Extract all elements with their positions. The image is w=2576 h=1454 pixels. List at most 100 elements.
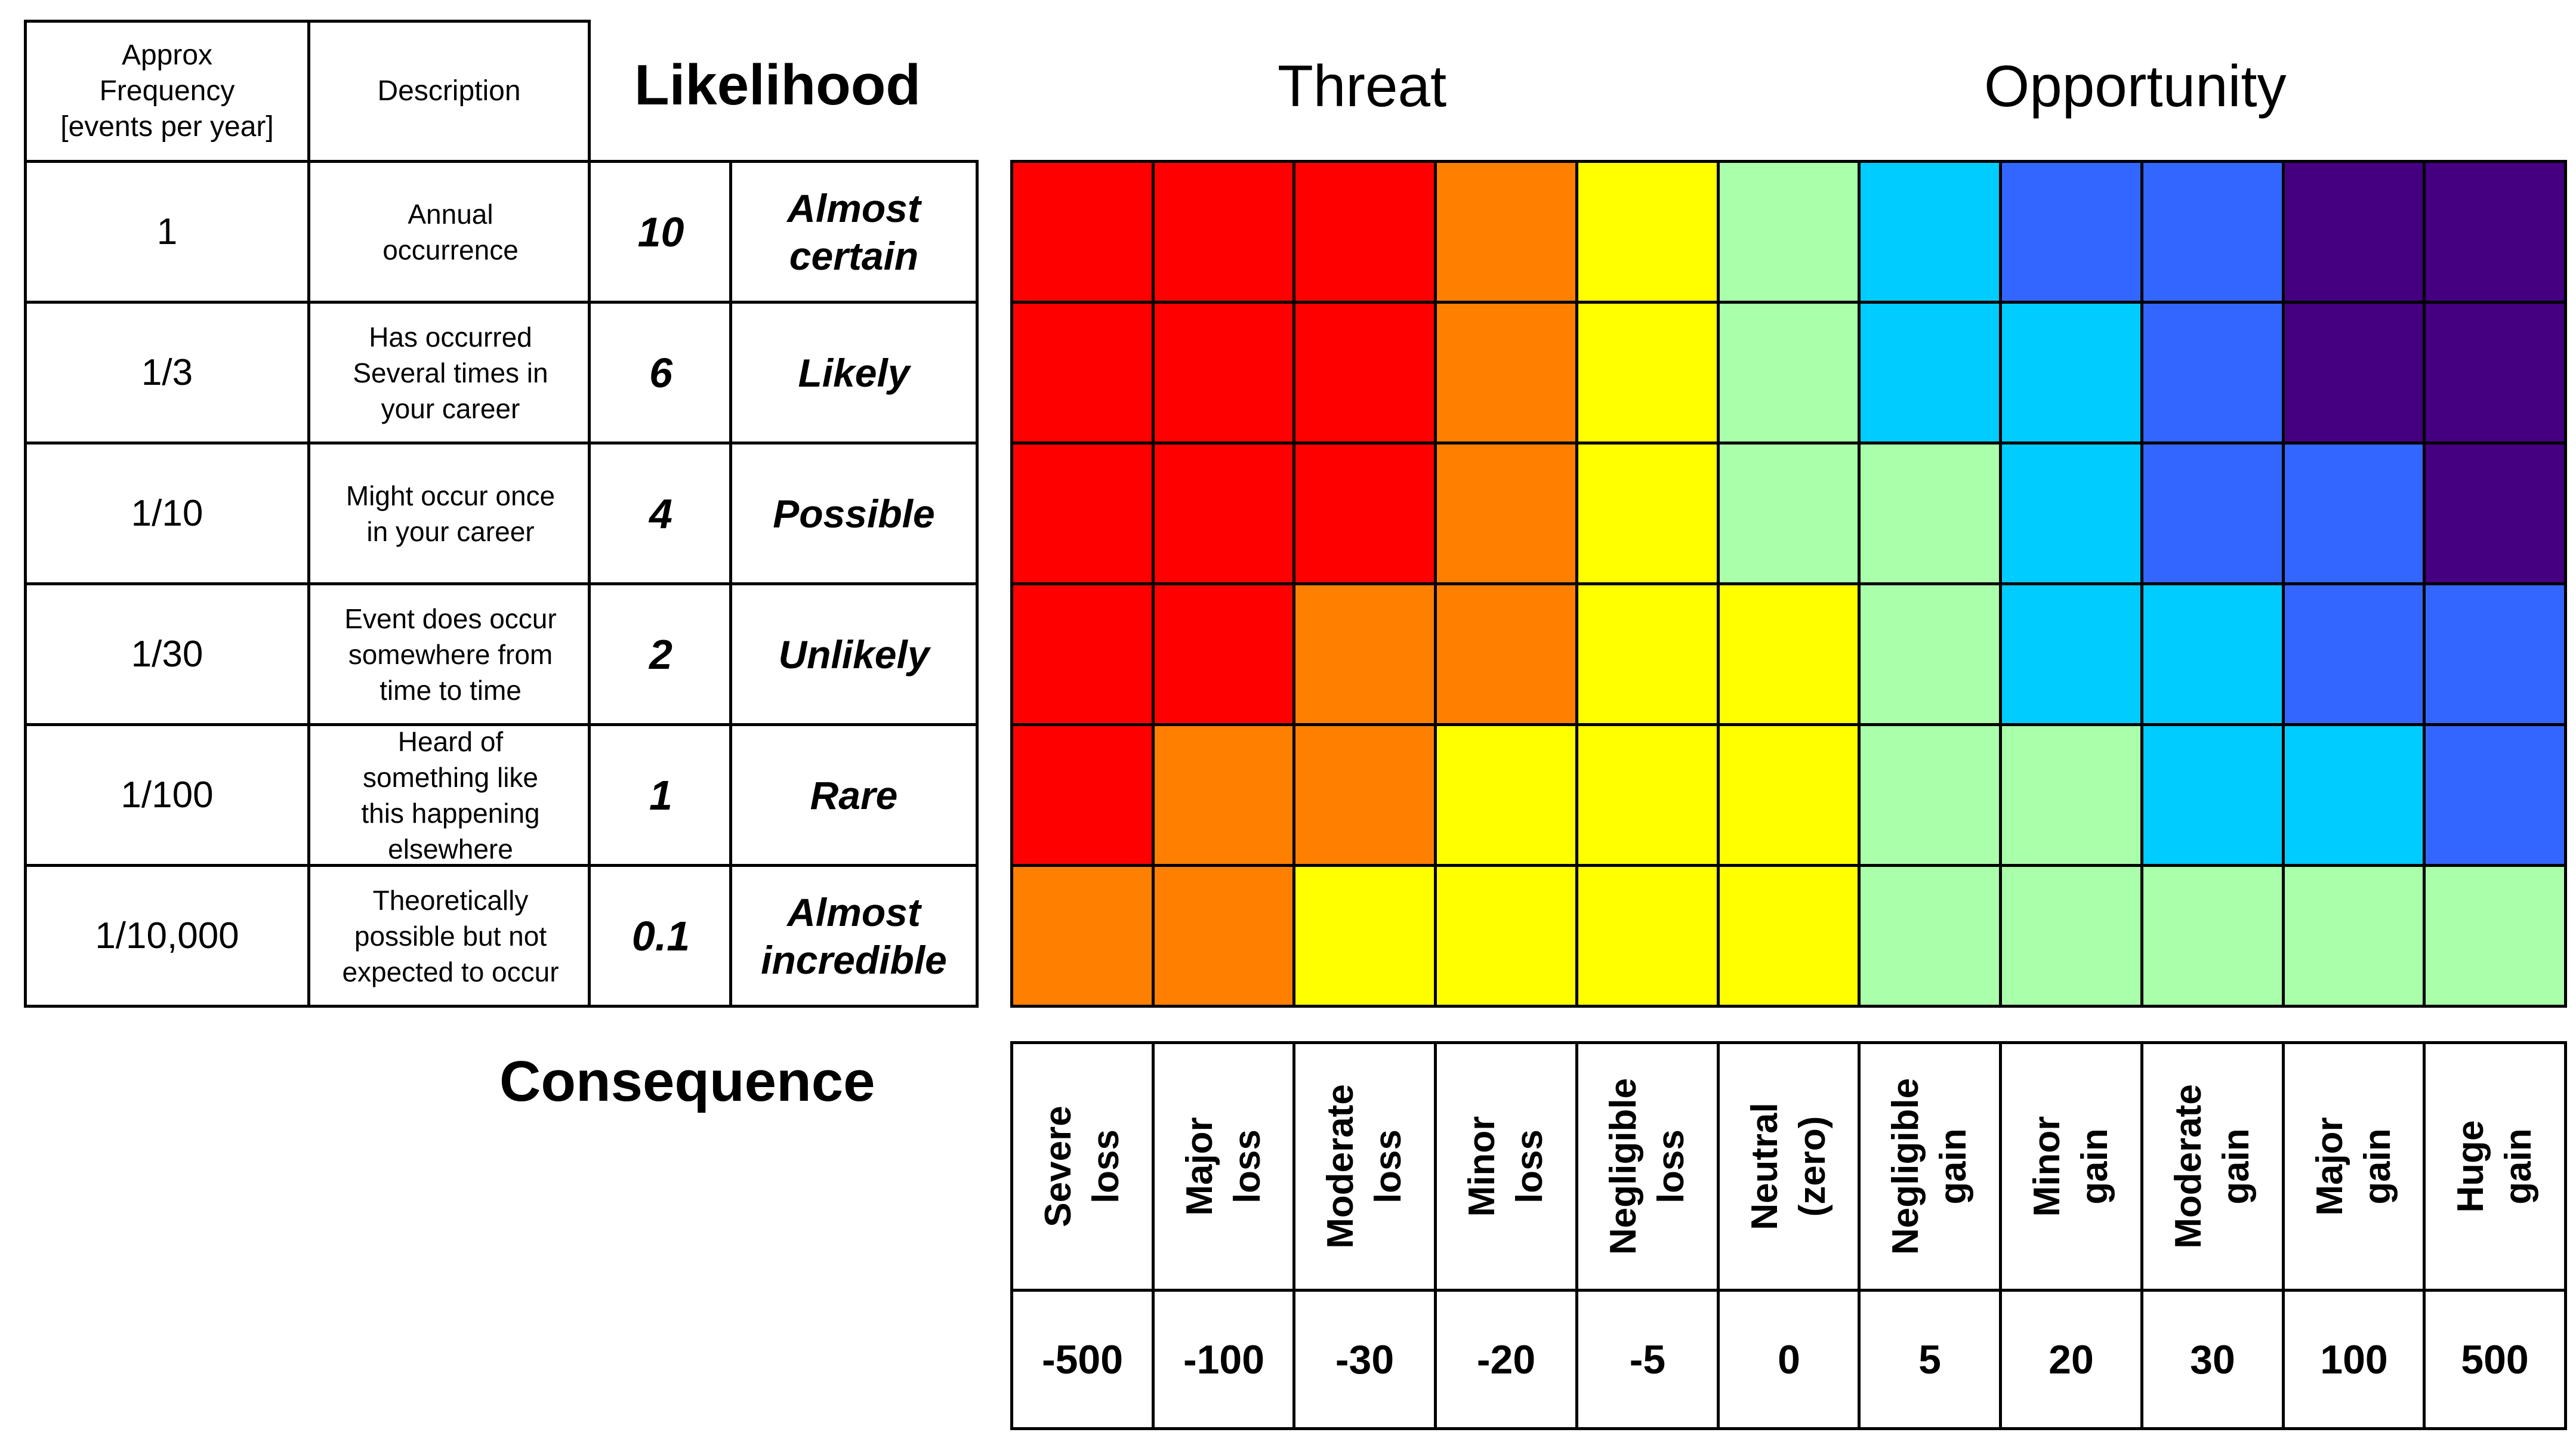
risk-cell <box>1292 723 1437 867</box>
frequency-cell: 1/100 <box>24 723 310 867</box>
risk-cell <box>1717 582 1861 726</box>
risk-cell <box>2282 723 2426 867</box>
risk-cell <box>1999 442 2143 585</box>
consequence-name: Negligible gain <box>1885 1078 1974 1255</box>
risk-cell <box>1010 723 1155 867</box>
consequence-name: Major loss <box>1179 1117 1268 1216</box>
likelihood-score-cell: 10 <box>588 160 734 304</box>
risk-cell <box>1717 442 1861 585</box>
frequency-cell: 1 <box>24 160 310 304</box>
description-cell: Has occurred Several times in your caree… <box>307 301 594 444</box>
description-cell: Annual occurrence <box>307 160 594 304</box>
opportunity-title: Opportunity <box>1984 53 2287 119</box>
risk-cell <box>1575 723 1720 867</box>
risk-cell <box>1292 582 1437 726</box>
risk-cell <box>1434 160 1578 304</box>
risk-cell <box>2282 582 2426 726</box>
risk-cell <box>2140 160 2285 304</box>
risk-cell <box>1575 301 1720 444</box>
consequence-name: Neutral (zero) <box>1744 1103 1833 1230</box>
consequence-name-cell: Moderate loss <box>1292 1041 1437 1292</box>
risk-cell <box>1999 864 2143 1008</box>
risk-cell <box>1434 723 1578 867</box>
consequence-name-cell: Major gain <box>2282 1041 2426 1292</box>
risk-cell <box>1575 864 1720 1008</box>
risk-cell <box>1292 864 1437 1008</box>
risk-cell <box>1999 723 2143 867</box>
risk-cell <box>2140 723 2285 867</box>
description-cell: Event does occur somewhere from time to … <box>307 582 594 726</box>
likelihood-label-cell: Unlikely <box>729 582 979 726</box>
consequence-value: 30 <box>2140 1289 2285 1430</box>
risk-cell <box>2140 582 2285 726</box>
likelihood-label-cell: Rare <box>729 723 979 867</box>
risk-cell <box>2140 864 2285 1008</box>
consequence-name-cell: Huge gain <box>2423 1041 2567 1292</box>
frequency-cell: 1/30 <box>24 582 310 726</box>
consequence-name-cell: Negligible gain <box>1858 1041 2002 1292</box>
risk-cell <box>1152 301 1296 444</box>
consequence-name-cell: Negligible loss <box>1575 1041 1720 1292</box>
risk-cell <box>1575 160 1720 304</box>
consequence-name: Huge gain <box>2450 1120 2539 1213</box>
risk-cell <box>1434 864 1578 1008</box>
risk-cell <box>1858 723 2002 867</box>
description-header: Description <box>307 20 591 163</box>
consequence-name-cell: Major loss <box>1152 1041 1296 1292</box>
description-cell: Might occur once in your career <box>307 442 594 585</box>
likelihood-score-cell: 1 <box>588 723 734 867</box>
risk-cell <box>2423 160 2567 304</box>
risk-cell <box>1152 160 1296 304</box>
consequence-name: Negligible loss <box>1603 1078 1692 1255</box>
likelihood-score-cell: 4 <box>588 442 734 585</box>
risk-cell <box>1010 301 1155 444</box>
consequence-name: Moderate loss <box>1320 1084 1409 1249</box>
consequence-name: Minor loss <box>1461 1116 1550 1217</box>
consequence-name-cell: Moderate gain <box>2140 1041 2285 1292</box>
risk-cell <box>1292 301 1437 444</box>
threat-title: Threat <box>1278 53 1447 119</box>
risk-cell <box>1717 723 1861 867</box>
likelihood-label-cell: Possible <box>729 442 979 585</box>
consequence-name: Minor gain <box>2026 1116 2115 1217</box>
frequency-cell: 1/3 <box>24 301 310 444</box>
risk-cell <box>1717 864 1861 1008</box>
frequency-cell: 1/10 <box>24 442 310 585</box>
risk-cell <box>2423 723 2567 867</box>
risk-cell <box>2423 442 2567 585</box>
risk-cell <box>1152 864 1296 1008</box>
risk-cell <box>2140 442 2285 585</box>
risk-cell <box>1999 301 2143 444</box>
risk-cell <box>1292 160 1437 304</box>
risk-cell <box>1434 582 1578 726</box>
consequence-value: 100 <box>2282 1289 2426 1430</box>
risk-cell <box>2423 582 2567 726</box>
risk-cell <box>1010 442 1155 585</box>
risk-cell <box>1010 864 1155 1008</box>
risk-cell <box>2423 301 2567 444</box>
risk-cell <box>1292 442 1437 585</box>
risk-cell <box>1434 442 1578 585</box>
likelihood-score-cell: 2 <box>588 582 734 726</box>
risk-cell <box>1858 442 2002 585</box>
risk-cell <box>1010 582 1155 726</box>
consequence-name-cell: Severe loss <box>1010 1041 1155 1292</box>
consequence-value: -5 <box>1575 1289 1720 1430</box>
consequence-name: Major gain <box>2309 1117 2398 1216</box>
consequence-value: -100 <box>1152 1289 1296 1430</box>
risk-cell <box>1858 582 2002 726</box>
risk-cell <box>2282 864 2426 1008</box>
risk-cell <box>1858 160 2002 304</box>
consequence-value: 0 <box>1717 1289 1861 1430</box>
consequence-value: -30 <box>1292 1289 1437 1430</box>
likelihood-label-cell: Likely <box>729 301 979 444</box>
likelihood-label-cell: Almost certain <box>729 160 979 304</box>
frequency-header: Approx Frequency [events per year] <box>24 20 310 163</box>
risk-cell <box>1999 582 2143 726</box>
risk-cell <box>2140 301 2285 444</box>
consequence-value: -500 <box>1010 1289 1155 1430</box>
consequence-name: Moderate gain <box>2168 1084 2257 1249</box>
description-cell: Heard of something like this happening e… <box>307 723 594 867</box>
risk-cell <box>1152 442 1296 585</box>
risk-cell <box>1717 301 1861 444</box>
